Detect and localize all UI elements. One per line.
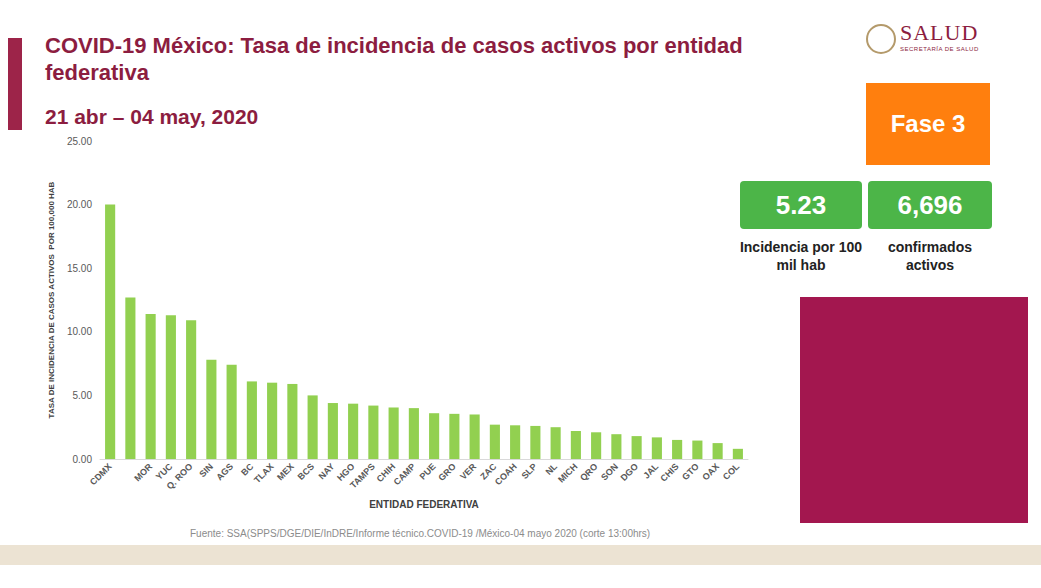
html-text:SECRETARÍA DE SALUD: SECRETARÍA DE SALUD — [900, 46, 979, 52]
svg-text:COL: COL — [721, 461, 742, 482]
svg-text:MOR: MOR — [132, 461, 154, 483]
html-text:5.23: 5.23 — [775, 189, 827, 220]
svg-text:TAMPS: TAMPS — [348, 461, 377, 490]
svg-text:MICH: MICH — [556, 461, 579, 484]
svg-text:ENTIDAD FEDERATIVA: ENTIDAD FEDERATIVA — [369, 499, 479, 510]
svg-text:ZAC: ZAC — [478, 461, 499, 482]
svg-text:25.00: 25.00 — [67, 136, 92, 147]
html-text:Fuente: SSA(SPPS/DGE/DIE/InDRE: Fuente: SSA(SPPS/DGE/DIE/InDRE/Informe t… — [190, 528, 651, 539]
svg-text:CAMP: CAMP — [392, 461, 418, 487]
svg-text:TASA DE INCIDENCIA DE CASOS AC: TASA DE INCIDENCIA DE CASOS ACTIVOS POR … — [47, 181, 56, 418]
html-text:COVID-19 México: Tasa de incid: COVID-19 México: Tasa de incidencia de c… — [45, 33, 743, 85]
html-text:SALUD: SALUD — [900, 20, 979, 45]
svg-text:5.00: 5.00 — [73, 390, 93, 401]
svg-text:CHIS: CHIS — [658, 461, 680, 483]
svg-text:0.00: 0.00 — [73, 454, 93, 465]
svg-text:AGS: AGS — [214, 461, 235, 482]
svg-text:NAY: NAY — [317, 461, 337, 481]
svg-text:OAX: OAX — [700, 461, 721, 482]
svg-text:JAL: JAL — [641, 461, 660, 480]
svg-text:CDMX: CDMX — [88, 461, 114, 487]
svg-text:GTO: GTO — [680, 461, 701, 482]
html-text:confirmados activos: confirmados activos — [888, 239, 972, 273]
svg-text:GRO: GRO — [436, 461, 458, 483]
html-text:Fase 3: Fase 3 — [890, 110, 966, 137]
svg-text:BCS: BCS — [296, 461, 316, 481]
svg-text:10.00: 10.00 — [67, 326, 92, 337]
svg-text:PUE: PUE — [418, 461, 438, 481]
svg-text:TLAX: TLAX — [252, 461, 276, 485]
svg-text:SLP: SLP — [519, 461, 538, 480]
svg-text:YUC: YUC — [153, 461, 175, 482]
svg-text:COAH: COAH — [493, 461, 519, 487]
html-text:Incidencia por 100 mil hab: Incidencia por 100 mil hab — [739, 239, 863, 273]
svg-text:BC: BC — [239, 461, 256, 478]
svg-text:SIN: SIN — [197, 461, 215, 479]
svg-text:CHIH: CHIH — [374, 461, 398, 485]
svg-text:15.00: 15.00 — [67, 263, 92, 274]
svg-text:VER: VER — [458, 461, 478, 481]
html-text:6,696: 6,696 — [897, 189, 963, 220]
html-text:21 abr – 04 may, 2020: 21 abr – 04 may, 2020 — [45, 105, 259, 128]
svg-text:NL: NL — [544, 461, 560, 477]
svg-text:HGO: HGO — [335, 461, 357, 483]
svg-text:QRO: QRO — [578, 461, 600, 483]
svg-text:Q. ROO: Q. ROO — [165, 461, 195, 491]
svg-text:DGO: DGO — [619, 461, 641, 483]
svg-text:SON: SON — [599, 461, 620, 482]
svg-text:20.00: 20.00 — [67, 199, 92, 210]
svg-text:MEX: MEX — [275, 461, 296, 482]
